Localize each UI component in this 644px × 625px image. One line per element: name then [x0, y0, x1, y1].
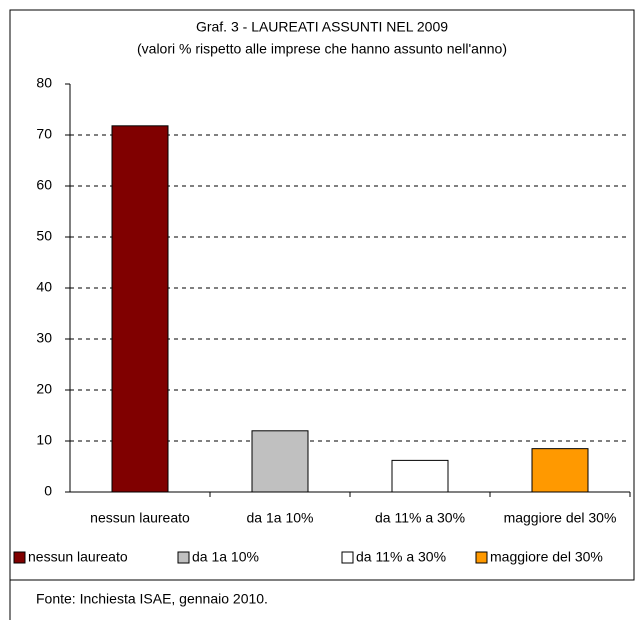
x-tick-label: maggiore del 30% [504, 510, 617, 526]
chart-subtitle: (valori % rispetto alle imprese che hann… [137, 41, 507, 57]
legend-swatch [475, 551, 488, 564]
y-tick-label: 60 [36, 177, 52, 193]
legend-label: da 1a 10% [192, 549, 259, 565]
chart-frame [9, 9, 635, 581]
x-tick-label: da 1a 10% [247, 510, 314, 526]
legend-swatch [341, 551, 354, 564]
y-tick-label: 40 [36, 279, 52, 295]
y-tick-label: 80 [36, 75, 52, 91]
bar [111, 125, 169, 493]
y-tick-label: 70 [36, 126, 52, 142]
y-tick-label: 10 [36, 432, 52, 448]
legend-label: maggiore del 30% [490, 549, 603, 565]
y-tick-label: 50 [36, 228, 52, 244]
y-tick-label: 20 [36, 381, 52, 397]
source-note: Fonte: Inchiesta ISAE, gennaio 2010. [36, 591, 268, 607]
x-tick-label: nessun laureato [90, 510, 190, 526]
legend-swatch [177, 551, 190, 564]
legend-label: da 11% a 30% [356, 549, 446, 565]
x-tick-label: da 11% a 30% [375, 510, 465, 526]
bar [251, 430, 309, 493]
bar [391, 459, 449, 493]
legend-swatch [13, 551, 26, 564]
y-tick-label: 0 [44, 483, 52, 499]
y-tick-label: 30 [36, 330, 52, 346]
chart-title: Graf. 3 - LAUREATI ASSUNTI NEL 2009 [196, 19, 448, 35]
legend-label: nessun laureato [28, 549, 128, 565]
bar [531, 448, 589, 493]
